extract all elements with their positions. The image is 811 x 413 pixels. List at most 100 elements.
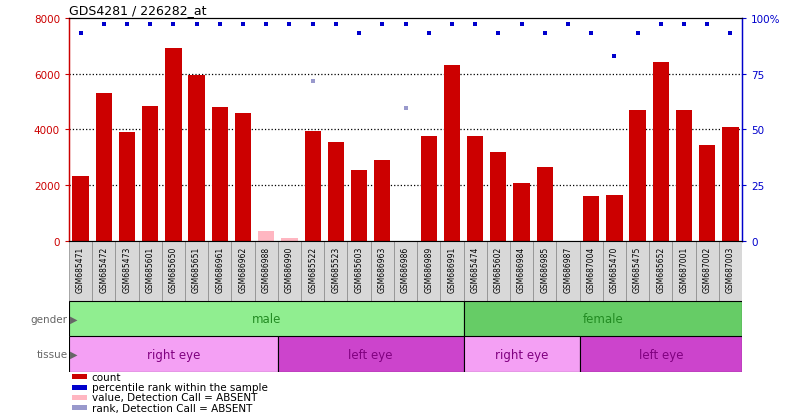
Text: GSM685474: GSM685474 bbox=[470, 247, 479, 293]
Bar bbox=[235, 113, 251, 242]
Bar bbox=[676, 111, 692, 242]
Bar bbox=[533, 242, 556, 301]
Text: GSM685601: GSM685601 bbox=[146, 247, 155, 292]
Bar bbox=[351, 171, 367, 242]
Bar bbox=[96, 94, 112, 242]
Bar bbox=[629, 111, 646, 242]
Text: GSM685651: GSM685651 bbox=[192, 247, 201, 292]
Text: GSM685602: GSM685602 bbox=[494, 247, 503, 292]
Bar bbox=[281, 239, 298, 242]
Bar bbox=[301, 242, 324, 301]
Bar bbox=[723, 127, 739, 242]
Bar bbox=[699, 145, 715, 242]
Text: tissue: tissue bbox=[36, 349, 67, 359]
Bar bbox=[231, 242, 255, 301]
Bar bbox=[513, 183, 530, 242]
Bar bbox=[653, 63, 669, 242]
Bar bbox=[188, 76, 204, 242]
Text: GSM686988: GSM686988 bbox=[262, 247, 271, 292]
Text: GDS4281 / 226282_at: GDS4281 / 226282_at bbox=[69, 5, 207, 17]
Bar bbox=[115, 242, 139, 301]
Text: GSM685523: GSM685523 bbox=[332, 247, 341, 292]
Text: GSM686963: GSM686963 bbox=[378, 247, 387, 293]
Bar bbox=[672, 242, 696, 301]
Bar bbox=[650, 242, 672, 301]
Text: GSM686962: GSM686962 bbox=[238, 247, 247, 292]
Text: ▶: ▶ bbox=[70, 314, 77, 324]
Text: GSM686990: GSM686990 bbox=[285, 247, 294, 293]
Text: GSM686985: GSM686985 bbox=[540, 247, 549, 292]
Bar bbox=[719, 242, 742, 301]
Text: GSM685471: GSM685471 bbox=[76, 247, 85, 292]
Bar bbox=[161, 242, 185, 301]
Text: GSM686987: GSM686987 bbox=[564, 247, 573, 292]
Bar bbox=[212, 108, 228, 242]
Text: right eye: right eye bbox=[495, 348, 548, 361]
Bar bbox=[69, 242, 92, 301]
Text: percentile rank within the sample: percentile rank within the sample bbox=[92, 382, 268, 392]
Bar bbox=[371, 242, 394, 301]
Bar bbox=[440, 242, 464, 301]
Text: GSM687003: GSM687003 bbox=[726, 247, 735, 293]
Text: GSM686991: GSM686991 bbox=[448, 247, 457, 292]
Text: GSM685472: GSM685472 bbox=[99, 247, 108, 292]
Bar bbox=[165, 49, 182, 242]
Bar bbox=[119, 133, 135, 242]
Bar bbox=[510, 242, 533, 301]
Text: count: count bbox=[92, 372, 122, 382]
Bar bbox=[72, 176, 88, 242]
Bar bbox=[328, 142, 344, 242]
Bar bbox=[72, 395, 87, 400]
Bar bbox=[72, 385, 87, 390]
Text: female: female bbox=[582, 313, 623, 325]
Bar bbox=[607, 196, 623, 242]
Bar bbox=[324, 242, 347, 301]
Text: male: male bbox=[251, 313, 281, 325]
Bar bbox=[490, 152, 506, 242]
Text: ▶: ▶ bbox=[70, 349, 77, 359]
Bar bbox=[278, 337, 464, 372]
Text: left eye: left eye bbox=[349, 348, 393, 361]
Text: left eye: left eye bbox=[638, 348, 683, 361]
Bar bbox=[347, 242, 371, 301]
Bar bbox=[556, 242, 580, 301]
Bar bbox=[208, 242, 231, 301]
Bar bbox=[464, 337, 580, 372]
Bar bbox=[417, 242, 440, 301]
Bar bbox=[696, 242, 719, 301]
Text: GSM685470: GSM685470 bbox=[610, 247, 619, 293]
Bar bbox=[394, 242, 417, 301]
Text: GSM685652: GSM685652 bbox=[656, 247, 665, 292]
Bar bbox=[421, 137, 437, 242]
Text: GSM686984: GSM686984 bbox=[517, 247, 526, 292]
Text: gender: gender bbox=[30, 314, 67, 324]
Text: rank, Detection Call = ABSENT: rank, Detection Call = ABSENT bbox=[92, 403, 252, 413]
Bar bbox=[278, 242, 301, 301]
Text: GSM687004: GSM687004 bbox=[586, 247, 596, 293]
Text: GSM685475: GSM685475 bbox=[633, 247, 642, 293]
Bar bbox=[185, 242, 208, 301]
Bar bbox=[258, 232, 274, 242]
Bar bbox=[487, 242, 510, 301]
Bar bbox=[92, 242, 115, 301]
Bar bbox=[72, 374, 87, 379]
Bar bbox=[444, 66, 460, 242]
Bar bbox=[467, 137, 483, 242]
Bar bbox=[580, 337, 742, 372]
Bar bbox=[464, 301, 742, 337]
Text: GSM687001: GSM687001 bbox=[680, 247, 689, 292]
Text: value, Detection Call = ABSENT: value, Detection Call = ABSENT bbox=[92, 392, 257, 403]
Bar bbox=[69, 301, 464, 337]
Bar bbox=[374, 161, 390, 242]
Bar bbox=[69, 337, 278, 372]
Bar bbox=[603, 242, 626, 301]
Text: GSM687002: GSM687002 bbox=[703, 247, 712, 292]
Bar bbox=[255, 242, 278, 301]
Text: GSM686961: GSM686961 bbox=[215, 247, 225, 292]
Text: GSM686986: GSM686986 bbox=[401, 247, 410, 292]
Bar bbox=[139, 242, 161, 301]
Text: GSM686989: GSM686989 bbox=[424, 247, 433, 292]
Bar bbox=[580, 242, 603, 301]
Bar bbox=[142, 107, 158, 242]
Bar bbox=[464, 242, 487, 301]
